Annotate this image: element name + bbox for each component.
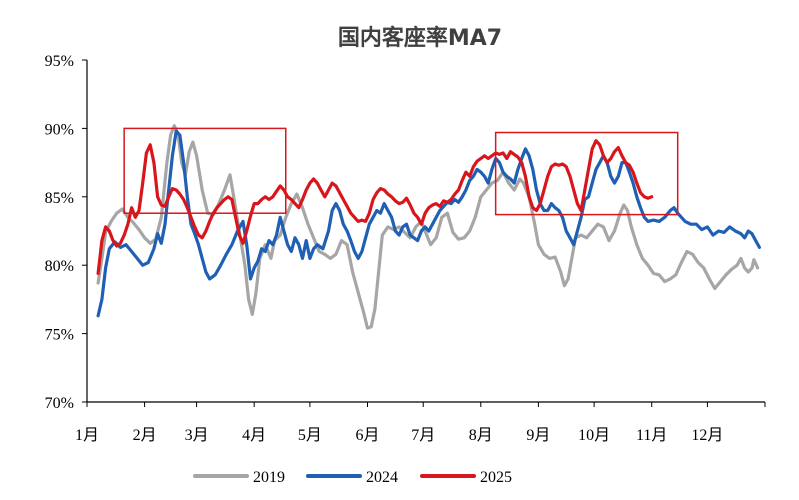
y-tick-label: 70% xyxy=(45,395,74,412)
x-tick-label: 3月 xyxy=(185,427,209,444)
x-tick-label: 1月 xyxy=(75,427,99,444)
x-tick-label: 11月 xyxy=(636,427,667,444)
chart-title: 国内客座率MA7 xyxy=(338,25,502,51)
x-tick-label: 6月 xyxy=(355,427,379,444)
x-tick-label: 4月 xyxy=(242,427,266,444)
series-line-2024 xyxy=(96,129,761,318)
series-lines xyxy=(96,124,761,330)
y-tick-label: 90% xyxy=(45,121,74,138)
series-line-2025 xyxy=(96,139,654,275)
x-tick-label: 5月 xyxy=(298,427,322,444)
series-line-2019 xyxy=(96,124,760,330)
x-tick-label: 9月 xyxy=(526,427,550,444)
y-tick-label: 95% xyxy=(45,53,74,70)
y-tick-label: 80% xyxy=(45,258,74,275)
highlight-box-2 xyxy=(494,131,679,216)
axes: 70% 75% 80% 85% 90% 95% 1月 2月 3月 4月 5月 6月 7月 8月 9月 10月 1… xyxy=(45,53,766,444)
x-tick-label: 12月 xyxy=(691,427,723,444)
legend: 2019 2024 2025 xyxy=(193,469,512,486)
y-tick-label: 85% xyxy=(45,190,74,207)
highlight-boxes xyxy=(123,127,679,216)
x-tick-label: 7月 xyxy=(411,427,435,444)
legend-label-2025: 2025 xyxy=(480,469,512,486)
x-tick-label: 8月 xyxy=(469,427,493,444)
highlight-box-1 xyxy=(123,127,287,214)
x-tick-label: 10月 xyxy=(578,427,610,444)
x-tick-label: 2月 xyxy=(133,427,157,444)
y-tick-label: 75% xyxy=(45,327,74,344)
legend-label-2019: 2019 xyxy=(253,469,285,486)
legend-label-2024: 2024 xyxy=(366,469,398,486)
